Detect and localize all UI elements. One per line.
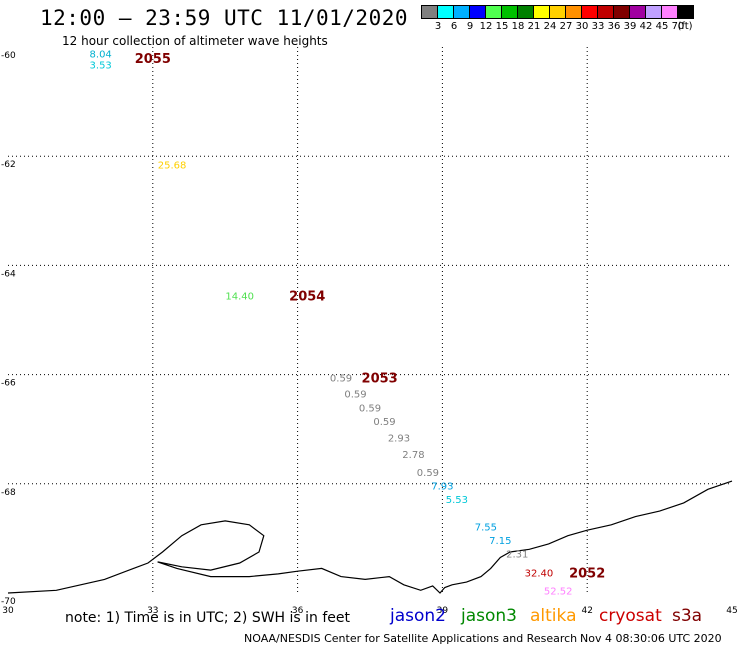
legend-label: 6 bbox=[450, 21, 458, 32]
antarctic-coastline bbox=[7, 480, 733, 594]
longitude-tick-label: 45 bbox=[726, 606, 737, 616]
longitude-tick-label: 39 bbox=[437, 606, 449, 616]
satellite-name: jason3 bbox=[461, 606, 517, 626]
wave-height-label: 7.15 bbox=[489, 536, 511, 547]
satellite-name: cryosat bbox=[599, 606, 662, 626]
wave-height-label: 7.55 bbox=[475, 522, 497, 533]
wave-height-label: 5.53 bbox=[446, 495, 468, 506]
wave-height-label: 8.04 bbox=[90, 50, 112, 61]
legend-label: 18 bbox=[511, 21, 525, 32]
satellite-name: jason2 bbox=[390, 606, 446, 626]
wave-height-label: 0.59 bbox=[330, 373, 352, 384]
legend-label: (ft) bbox=[677, 21, 693, 32]
latitude-tick-label: -68 bbox=[1, 488, 16, 498]
legend-label: 30 bbox=[575, 21, 589, 32]
wave-height-label: 32.40 bbox=[525, 568, 554, 579]
wave-height-label: 0.59 bbox=[344, 390, 366, 401]
legend-swatch bbox=[677, 5, 694, 19]
legend-label: 33 bbox=[591, 21, 605, 32]
map-subtitle: 12 hour collection of altimeter wave hei… bbox=[62, 34, 328, 48]
legend-label: 70 bbox=[671, 21, 685, 32]
latitude-tick-label: -60 bbox=[1, 51, 16, 61]
wave-height-label: 2.93 bbox=[388, 433, 410, 444]
footer-note: note: 1) Time is in UTC; 2) SWH is in fe… bbox=[65, 610, 351, 626]
legend-label: 24 bbox=[543, 21, 557, 32]
wave-height-label: 7.93 bbox=[431, 481, 453, 492]
wave-height-label: 0.59 bbox=[373, 417, 395, 428]
wave-height-label: 14.40 bbox=[225, 291, 254, 302]
generated-timestamp: Nov 4 08:30:06 UTC 2020 bbox=[580, 632, 722, 645]
longitude-tick-label: 36 bbox=[292, 606, 304, 616]
color-legend-labels: 3 6 9 12 15 18 21 24 27 30 33 36 39 42 45 70 (ft) bbox=[421, 21, 740, 35]
longitude-tick-label: 30 bbox=[2, 606, 14, 616]
color-legend bbox=[421, 5, 694, 19]
longitude-tick-label: 33 bbox=[147, 606, 158, 616]
pass-number-label: 2053 bbox=[362, 371, 398, 386]
legend-label: 3 bbox=[434, 21, 442, 32]
wave-height-label: 3.53 bbox=[90, 60, 112, 71]
credit-text: NOAA/NESDIS Center for Satellite Applica… bbox=[244, 632, 578, 645]
legend-label: 15 bbox=[495, 21, 509, 32]
legend-label: 21 bbox=[527, 21, 541, 32]
legend-label: 12 bbox=[479, 21, 493, 32]
legend-label: 36 bbox=[607, 21, 621, 32]
satellite-name: altika bbox=[530, 606, 577, 626]
latitude-tick-label: -64 bbox=[1, 269, 16, 279]
map-title: 12:00 – 23:59 UTC 11/01/2020 bbox=[40, 6, 409, 30]
wave-height-label: 2.78 bbox=[402, 450, 424, 461]
satellite-name: s3a bbox=[672, 606, 703, 626]
wave-height-label: 52.52 bbox=[544, 586, 573, 597]
legend-label: 39 bbox=[623, 21, 637, 32]
latitude-tick-label: -62 bbox=[1, 160, 16, 170]
wave-height-label: 0.59 bbox=[359, 403, 381, 414]
legend-label: 27 bbox=[559, 21, 573, 32]
legend-label: 42 bbox=[639, 21, 653, 32]
pass-number-label: 2052 bbox=[569, 566, 605, 581]
legend-label: 45 bbox=[655, 21, 669, 32]
wave-height-label: 2.31 bbox=[506, 550, 528, 561]
pass-number-label: 2055 bbox=[135, 52, 171, 67]
legend-label: 9 bbox=[466, 21, 474, 32]
wave-height-label: 0.59 bbox=[417, 468, 439, 479]
pass-number-label: 2054 bbox=[289, 289, 325, 304]
wave-height-label: 25.68 bbox=[158, 160, 187, 171]
longitude-tick-label: 42 bbox=[581, 606, 592, 616]
latitude-tick-label: -66 bbox=[1, 379, 16, 389]
latitude-tick-label: -70 bbox=[1, 597, 16, 607]
